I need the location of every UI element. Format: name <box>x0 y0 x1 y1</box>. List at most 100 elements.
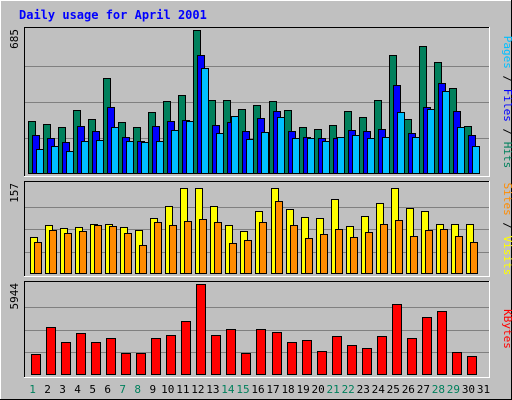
x-tick-18: 18 <box>281 383 294 396</box>
x-tick-16: 16 <box>251 383 264 396</box>
bar-kbytes-12 <box>196 284 206 375</box>
bar-sites-4 <box>79 231 87 274</box>
bar-kbytes-18 <box>287 342 297 375</box>
bar-pages-9 <box>156 141 164 174</box>
chart-title: Daily usage for April 2001 <box>19 8 207 22</box>
bar-pages-27 <box>427 109 435 174</box>
bar-pages-5 <box>96 140 104 174</box>
panel-3: 5944 KBytes <box>8 281 512 378</box>
bar-sites-25 <box>395 220 403 274</box>
bar-pages-12 <box>201 68 209 174</box>
label-sites: Sites <box>501 183 512 216</box>
x-tick-28: 28 <box>432 383 445 396</box>
bar-sites-2 <box>49 230 57 274</box>
bar-kbytes-13 <box>211 335 221 375</box>
bar-pages-14 <box>231 116 239 174</box>
label-hits: Hits <box>501 142 512 169</box>
chart-panels: 685 Pages / Files / Hits 157 Sites / Visits… <box>8 27 512 378</box>
bar-kbytes-2 <box>46 327 56 375</box>
bar-sites-30 <box>470 242 478 274</box>
bar-pages-17 <box>277 117 285 174</box>
y-series-label: Sites / Visits <box>501 183 512 276</box>
bar-pages-1 <box>36 149 44 174</box>
x-tick-11: 11 <box>176 383 189 396</box>
y-max-label: 5944 <box>8 283 21 310</box>
panel-2: 157 Sites / Visits <box>8 181 512 277</box>
bar-sites-22 <box>350 237 358 274</box>
bar-sites-26 <box>410 236 418 274</box>
panel-1: 685 Pages / Files / Hits <box>8 27 512 177</box>
bar-pages-25 <box>397 112 405 174</box>
bar-sites-17 <box>275 201 283 274</box>
bar-pages-19 <box>307 138 315 174</box>
bar-pages-16 <box>261 132 269 174</box>
bar-kbytes-17 <box>272 332 282 375</box>
label-kbytes: KBytes <box>501 309 512 349</box>
bar-kbytes-8 <box>136 353 146 375</box>
label-files: Files <box>501 89 512 122</box>
bar-pages-23 <box>367 138 375 174</box>
x-tick-3: 3 <box>59 383 66 396</box>
series-kbytes <box>31 284 477 375</box>
x-tick-23: 23 <box>357 383 370 396</box>
bar-sites-19 <box>305 238 313 274</box>
label-pages: Pages <box>501 36 512 69</box>
x-tick-24: 24 <box>372 383 386 396</box>
bar-kbytes-23 <box>362 348 372 375</box>
x-tick-19: 19 <box>296 383 309 396</box>
x-tick-8: 8 <box>134 383 141 396</box>
bar-sites-16 <box>259 222 267 274</box>
x-tick-12: 12 <box>191 383 204 396</box>
x-tick-6: 6 <box>104 383 111 396</box>
x-tick-1: 1 <box>29 383 36 396</box>
bar-pages-21 <box>337 137 345 174</box>
x-tick-26: 26 <box>402 383 415 396</box>
x-tick-4: 4 <box>74 383 81 396</box>
bar-sites-27 <box>425 230 433 274</box>
bar-kbytes-14 <box>226 329 236 375</box>
series-sites <box>34 201 478 274</box>
bar-sites-14 <box>229 243 237 274</box>
bar-sites-12 <box>199 219 207 274</box>
bar-sites-11 <box>184 221 192 274</box>
bar-kbytes-20 <box>317 351 327 375</box>
bar-kbytes-7 <box>121 353 131 375</box>
bar-sites-7 <box>124 233 132 274</box>
x-tick-30: 30 <box>462 383 475 396</box>
bar-sites-3 <box>64 233 72 274</box>
bar-sites-10 <box>169 225 177 274</box>
x-tick-13: 13 <box>206 383 219 396</box>
bar-pages-2 <box>51 146 59 174</box>
bar-sites-23 <box>365 232 373 274</box>
x-tick-29: 29 <box>447 383 460 396</box>
bar-sites-9 <box>154 222 162 274</box>
bar-pages-24 <box>382 137 390 174</box>
y-max-label: 685 <box>8 29 21 49</box>
bar-kbytes-5 <box>91 342 101 375</box>
bar-pages-10 <box>171 130 179 174</box>
bar-pages-26 <box>412 137 420 174</box>
x-axis-ticks: 1 2 3 4 5 6 7 8 9 10 11 12 13 14 15 16 17 18 19 20 21 22 23 24 2… <box>29 383 490 396</box>
bar-pages-6 <box>111 127 119 174</box>
bar-kbytes-21 <box>332 336 342 375</box>
bar-pages-4 <box>81 141 89 174</box>
bar-kbytes-15 <box>241 353 251 375</box>
bar-kbytes-26 <box>407 338 417 375</box>
label-separator: / <box>501 69 512 89</box>
bar-sites-18 <box>290 225 298 274</box>
bar-sites-24 <box>380 224 388 274</box>
y-series-label: Pages / Files / Hits <box>501 36 512 169</box>
bar-kbytes-10 <box>166 335 176 375</box>
x-tick-20: 20 <box>312 383 325 396</box>
bar-sites-5 <box>94 225 102 274</box>
bar-pages-22 <box>352 135 360 174</box>
bar-pages-18 <box>292 138 300 174</box>
x-tick-10: 10 <box>161 383 174 396</box>
bar-pages-13 <box>216 133 224 174</box>
series-pages <box>36 68 480 174</box>
x-tick-22: 22 <box>342 383 355 396</box>
bar-pages-11 <box>186 121 194 174</box>
bar-kbytes-25 <box>392 304 402 375</box>
bar-sites-6 <box>109 226 117 274</box>
